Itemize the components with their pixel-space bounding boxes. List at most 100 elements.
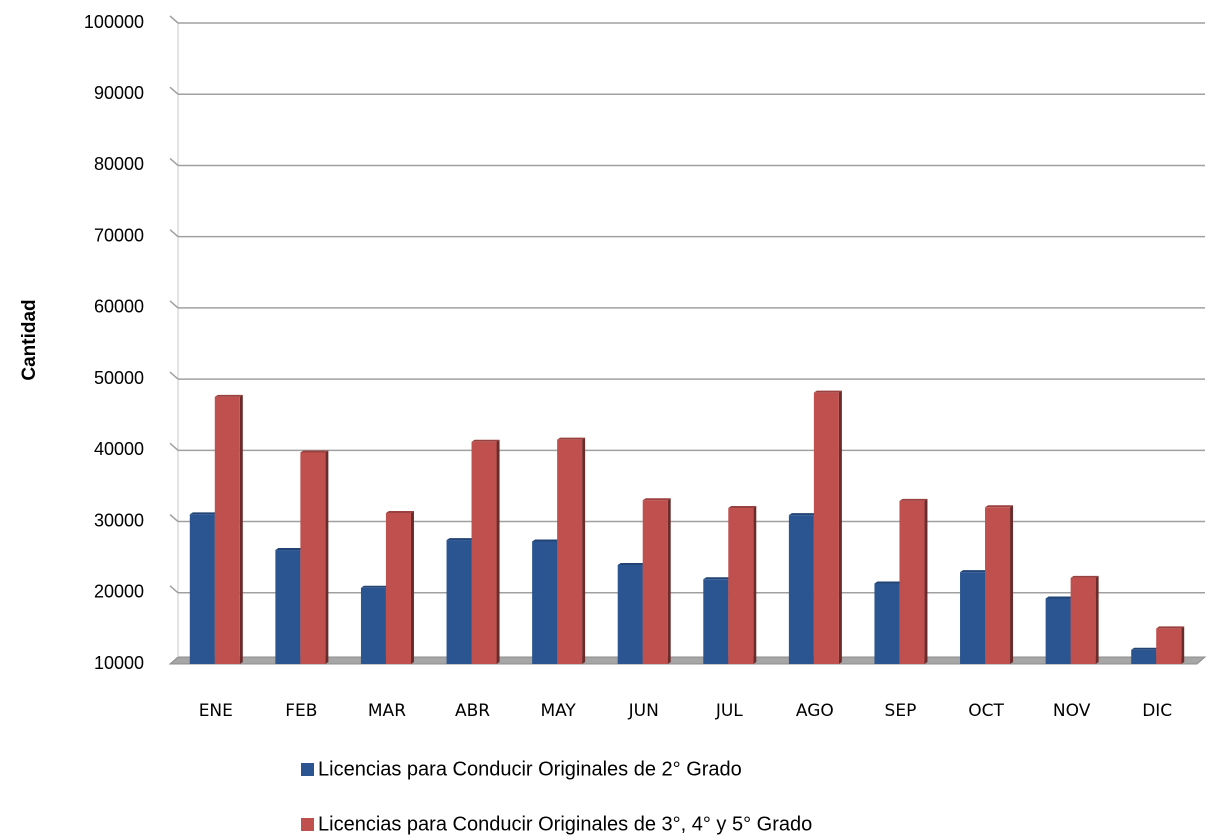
bar [446, 538, 475, 664]
bar-front [1045, 598, 1071, 664]
bar-side [838, 390, 842, 664]
y-tick-label: 20000 [94, 582, 144, 602]
bar-top [214, 394, 243, 397]
x-tick-label: JUL [715, 701, 743, 721]
bar-side [667, 498, 671, 664]
bar-top [189, 512, 218, 515]
bar-top [557, 437, 586, 440]
bar-front [985, 507, 1011, 664]
bar [471, 439, 500, 664]
bar [703, 577, 732, 664]
bar-side [325, 450, 329, 664]
y-tick-label: 90000 [94, 83, 144, 103]
bar [788, 513, 817, 664]
floor [168, 656, 1207, 665]
x-tick-label: OCT [968, 701, 1004, 721]
x-tick-label: JUN [628, 701, 659, 721]
bar-front [703, 579, 729, 664]
bar [899, 498, 928, 664]
bar-top [985, 505, 1014, 508]
bar-front [300, 452, 326, 664]
bar-side [239, 394, 243, 664]
bar-front [360, 587, 386, 664]
grid-line-slant [169, 585, 179, 594]
y-tick-label: 40000 [94, 439, 144, 459]
bar [189, 512, 218, 664]
bar-top [360, 585, 389, 588]
bar-top [1156, 626, 1185, 629]
bar-front [471, 441, 497, 664]
bar-top [642, 498, 671, 501]
y-tick-label: 100000 [84, 12, 144, 32]
bar-side [496, 439, 500, 664]
bar-side [924, 498, 928, 664]
bar-front [642, 500, 668, 664]
bar-side [582, 437, 586, 664]
y-tick-label: 60000 [94, 297, 144, 317]
bar [813, 390, 842, 664]
bar [300, 450, 329, 664]
legend-swatch [301, 763, 314, 776]
y-tick-label: 80000 [94, 154, 144, 174]
bar-front [728, 508, 754, 664]
bar-top [874, 581, 903, 584]
bar-side [1010, 505, 1014, 664]
bar-front [446, 540, 472, 664]
bar-side [1181, 626, 1185, 664]
grid-line-slant [169, 86, 179, 95]
bar-front [899, 500, 925, 664]
bar-top [446, 538, 475, 541]
bar [1070, 575, 1099, 664]
grid-line-slant [169, 15, 179, 24]
bar [275, 548, 304, 664]
bar [557, 437, 586, 664]
bar-front [214, 396, 240, 664]
bar-front [275, 550, 301, 664]
bar-side [1095, 575, 1099, 664]
x-tick-label: SEP [885, 701, 917, 721]
bar [874, 581, 903, 664]
y-axis-label: Cantidad [19, 299, 40, 380]
bar-top [532, 539, 561, 542]
legend-label: Licencias para Conducir Originales de 2°… [318, 758, 742, 780]
bar-top [813, 390, 842, 393]
bar-top [300, 450, 329, 453]
bar-front [385, 513, 411, 664]
bar-top [703, 577, 732, 580]
bar [1131, 647, 1160, 664]
x-tick-label: ABR [455, 701, 490, 721]
bar-front [1131, 649, 1157, 664]
x-tick-label: DIC [1142, 701, 1172, 721]
bar [985, 505, 1014, 664]
x-tick-label: MAR [368, 701, 406, 721]
bar [385, 511, 414, 664]
x-tick-label: NOV [1053, 701, 1091, 721]
y-tick-label: 70000 [94, 225, 144, 245]
bar-front [813, 392, 839, 664]
y-tick-label: 50000 [94, 368, 144, 388]
bar-side [753, 506, 757, 664]
bar [1156, 626, 1185, 664]
bar-top [617, 563, 646, 566]
bar [532, 539, 561, 664]
bar-front [1156, 628, 1182, 664]
grid-line-slant [169, 442, 179, 451]
bar-top [1131, 647, 1160, 650]
bar-front [189, 514, 215, 664]
bar [728, 506, 757, 664]
legend-swatch [301, 818, 314, 831]
bar [617, 563, 646, 664]
bar-top [385, 511, 414, 514]
legend-label: Licencias para Conducir Originales de 3°… [318, 813, 812, 835]
x-tick-label: FEB [285, 701, 317, 721]
grid-line-slant [169, 300, 179, 309]
bar-top [899, 498, 928, 501]
bar-front [617, 565, 643, 664]
x-tick-label: ENE [199, 701, 233, 721]
bar-top [275, 548, 304, 551]
bar-front [874, 583, 900, 664]
bar [214, 394, 243, 664]
bar-front [1070, 577, 1096, 664]
